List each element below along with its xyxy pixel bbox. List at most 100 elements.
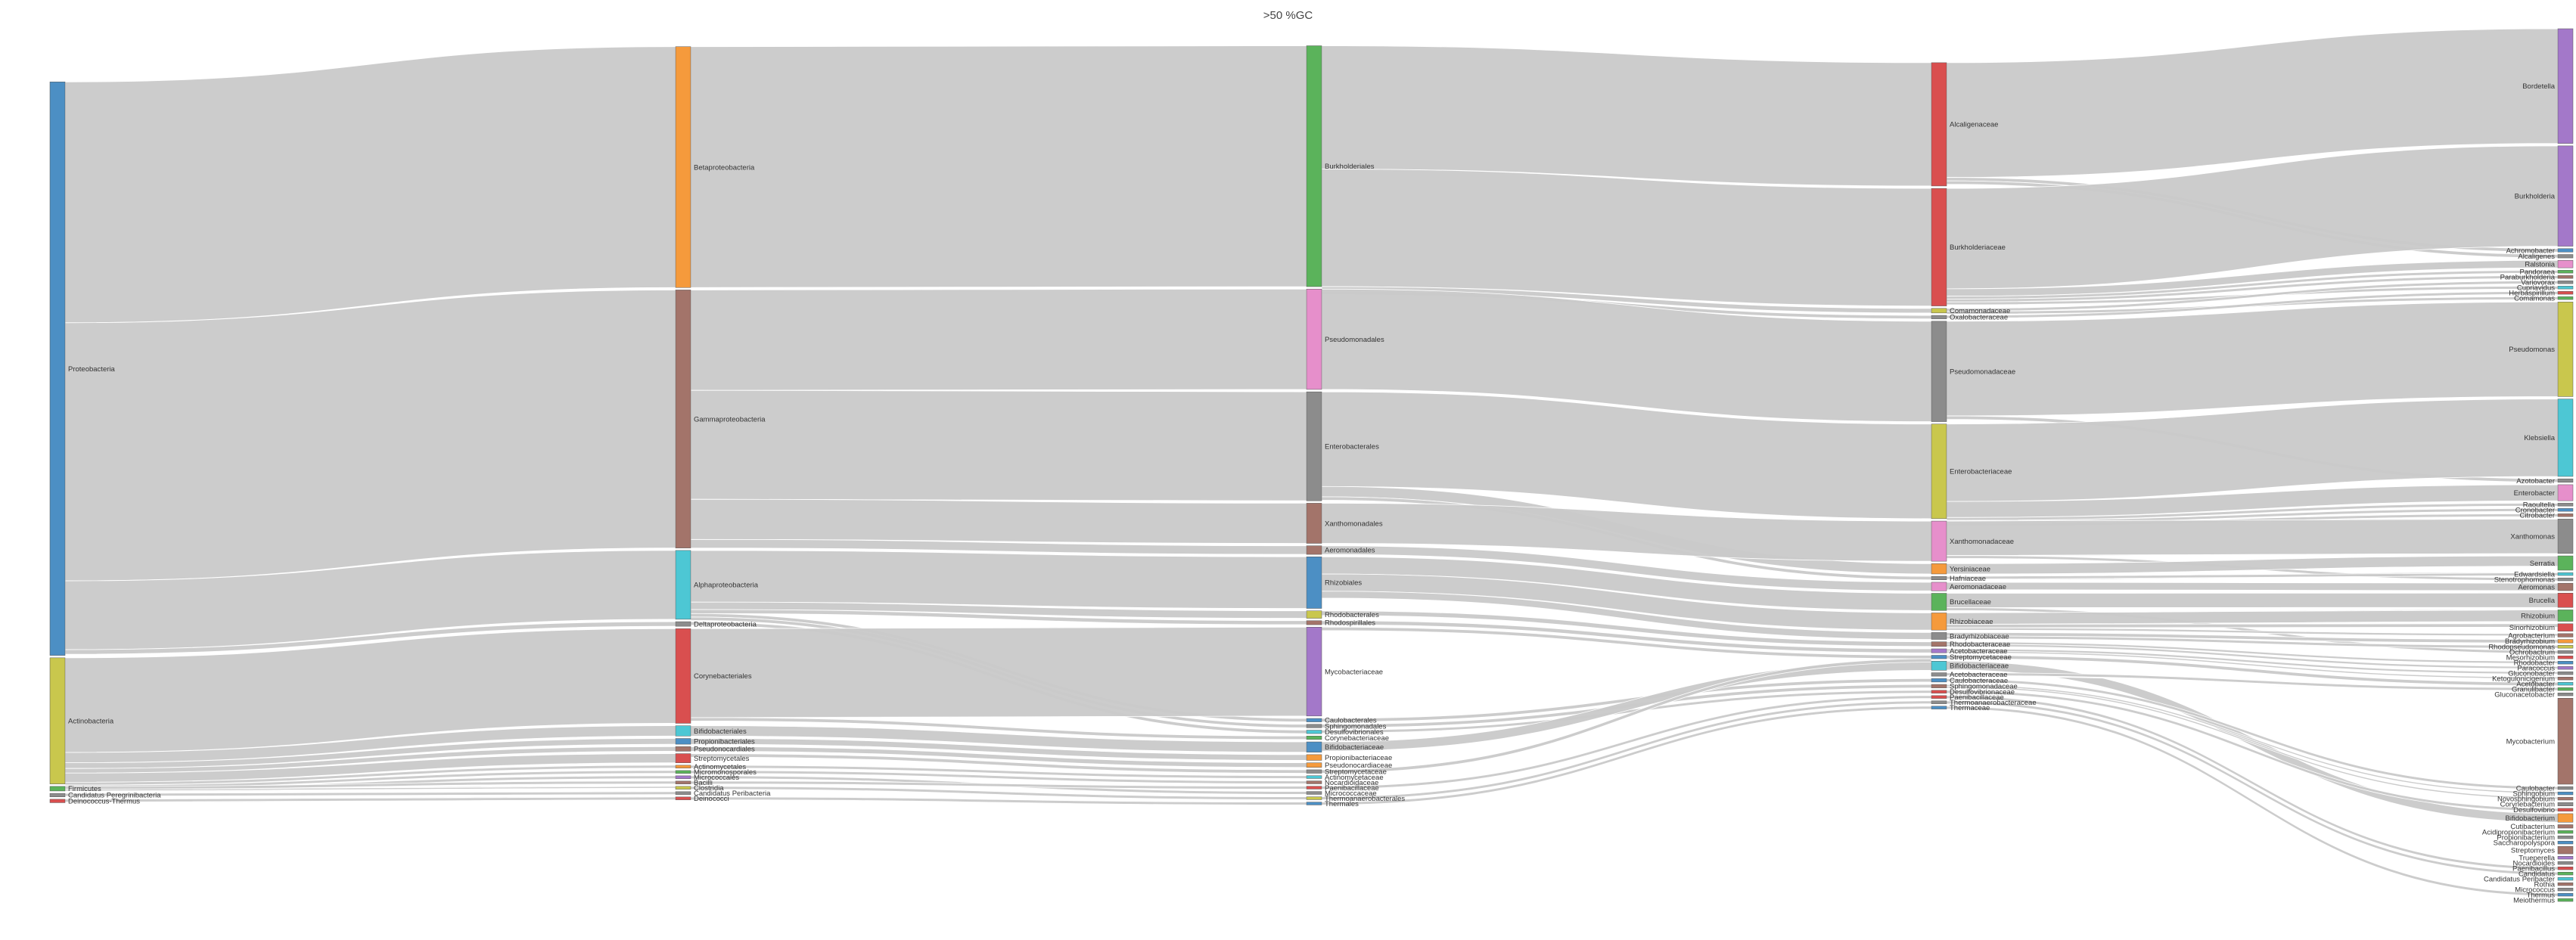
- sankey-node-label-4-50: Trueperella: [2519, 854, 2555, 862]
- sankey-node-1-14: [675, 791, 691, 795]
- sankey-link-3-6-18: [1946, 518, 2559, 556]
- sankey-node-label-2-15: Pseudonocardiaceae: [1325, 762, 1392, 770]
- sankey-node-label-4-19: Serratia: [2530, 560, 2556, 568]
- sankey-node-4-9: [2557, 291, 2574, 295]
- sankey-node-label-4-55: Rothia: [2534, 880, 2556, 889]
- sankey-node-label-4-44: Bifidobacterium: [2506, 814, 2556, 823]
- sankey-node-label-2-2: Enterobacterales: [1325, 442, 1379, 451]
- sankey-node-label-4-1: Burkholderia: [2515, 193, 2556, 201]
- sankey-node-4-3: [2557, 254, 2574, 259]
- sankey-node-4-2: [2557, 248, 2574, 253]
- sankey-node-label-4-24: Rhizobium: [2521, 612, 2555, 620]
- sankey-node-label-2-14: Propionibacteriaceae: [1325, 754, 1392, 762]
- sankey-node-2-4: [1306, 545, 1322, 555]
- sankey-node-1-15: [675, 796, 691, 800]
- sankey-node-label-1-10: Micromonosporales: [694, 768, 757, 777]
- sankey-node-label-4-58: Meiothermus: [2513, 896, 2555, 904]
- sankey-node-3-9: [1931, 582, 1947, 591]
- sankey-node-2-14: [1306, 754, 1322, 761]
- sankey-node-1-3: [675, 621, 691, 627]
- sankey-node-label-3-2: Comamonadaceae: [1950, 307, 2010, 315]
- sankey-node-label-4-4: Ralstonia: [2525, 261, 2555, 269]
- sankey-node-label-4-57: Thermus: [2527, 891, 2556, 899]
- sankey-node-label-2-3: Xanthomonadales: [1325, 520, 1383, 528]
- sankey-node-3-23: [1931, 706, 1947, 709]
- sankey-node-label-4-3: Alcaligenes: [2518, 253, 2555, 261]
- sankey-node-label-1-3: Deltaproteobacteria: [694, 620, 757, 628]
- sankey-node-4-48: [2557, 840, 2574, 845]
- sankey-node-1-8: [675, 753, 691, 763]
- sankey-node-4-8: [2557, 286, 2574, 290]
- sankey-node-4-38: [2557, 697, 2574, 785]
- sankey-node-4-24: [2557, 610, 2574, 622]
- sankey-node-1-4: [675, 628, 691, 724]
- sankey-node-label-4-52: Paenibacillus: [2512, 864, 2555, 873]
- sankey-node-4-36: [2557, 687, 2574, 691]
- sankey-link-1-1-3: [690, 498, 1307, 544]
- sankey-node-label-0-1: Actinobacteria: [68, 718, 114, 726]
- sankey-node-4-32: [2557, 666, 2574, 670]
- sankey-node-label-1-1: Gammaproteobacteria: [694, 415, 766, 423]
- sankey-node-3-15: [1931, 655, 1947, 659]
- sankey-node-4-49: [2557, 845, 2574, 855]
- sankey-node-label-4-37: Gluconacetobacter: [2494, 690, 2555, 699]
- sankey-node-label-3-4: Pseudomonadaceae: [1950, 368, 2015, 376]
- nodes-layer: ProteobacteriaActinobacteriaFirmicutesCa…: [49, 28, 2574, 904]
- sankey-node-label-4-14: Enterobacter: [2514, 489, 2555, 498]
- sankey-node-3-13: [1931, 641, 1947, 647]
- sankey-node-4-57: [2557, 892, 2574, 897]
- sankey-node-label-3-1: Burkholderiaceae: [1950, 244, 2006, 252]
- sankey-node-label-3-16: Bifidobacteriaceae: [1950, 662, 2009, 671]
- sankey-node-4-41: [2557, 796, 2574, 801]
- sankey-node-label-2-7: Rhodospirillales: [1325, 619, 1375, 628]
- sankey-node-label-0-4: Deinococcus-Thermus: [68, 797, 140, 805]
- sankey-node-4-43: [2557, 808, 2574, 811]
- sankey-node-3-4: [1931, 321, 1947, 422]
- sankey-node-label-4-10: Comamonas: [2514, 294, 2555, 302]
- sankey-node-4-6: [2557, 275, 2574, 279]
- sankey-node-label-3-15: Streptomycetaceae: [1950, 653, 2012, 662]
- sankey-node-0-1: [49, 657, 66, 784]
- sankey-node-3-11: [1931, 613, 1947, 631]
- sankey-node-label-3-3: Oxalobacteraceae: [1950, 314, 2008, 322]
- sankey-link-3-4-11: [1946, 301, 2559, 417]
- sankey-node-4-21: [2557, 577, 2574, 582]
- sankey-node-4-42: [2557, 802, 2574, 806]
- sankey-node-2-16: [1306, 769, 1322, 774]
- sankey-node-label-2-17: Actinomycetaceae: [1325, 774, 1384, 782]
- sankey-node-1-12: [675, 780, 691, 784]
- sankey-node-label-1-7: Pseudonocardiales: [694, 746, 755, 754]
- sankey-node-label-3-7: Yersiniaceae: [1950, 565, 1990, 573]
- sankey-node-4-15: [2557, 503, 2574, 507]
- sankey-node-label-1-8: Streptomycetales: [694, 755, 750, 763]
- sankey-node-label-1-9: Actinomycetales: [694, 763, 746, 771]
- sankey-node-label-2-21: Thermoanaerobacterales: [1325, 795, 1405, 803]
- sankey-node-label-4-35: Acetobacter: [2516, 680, 2555, 688]
- sankey-node-label-0-0: Proteobacteria: [68, 365, 116, 374]
- sankey-node-label-4-36: Granulibacter: [2512, 685, 2555, 693]
- sankey-node-label-4-13: Azotobacter: [2516, 477, 2555, 486]
- sankey-node-2-1: [1306, 288, 1322, 390]
- sankey-node-4-30: [2557, 656, 2574, 659]
- sankey-node-1-2: [675, 550, 691, 620]
- sankey-node-4-51: [2557, 861, 2574, 865]
- sankey-node-label-4-38: Mycobacterium: [2506, 737, 2555, 746]
- sankey-link-1-1-1: [690, 288, 1307, 391]
- sankey-node-4-29: [2557, 650, 2574, 654]
- sankey-node-label-4-30: Mesorhizobium: [2506, 654, 2555, 662]
- sankey-node-3-10: [1931, 593, 1947, 611]
- sankey-node-label-0-2: Firmicutes: [68, 785, 101, 793]
- sankey-link-3-10-23: [1946, 592, 2559, 608]
- sankey-node-4-25: [2557, 623, 2574, 631]
- sankey-node-4-31: [2557, 661, 2574, 665]
- sankey-link-3-15-35: [1946, 655, 2559, 687]
- sankey-node-label-4-43: Desulfovibrio: [2513, 806, 2555, 814]
- sankey-node-3-6: [1931, 520, 1947, 562]
- sankey-node-3-7: [1931, 563, 1947, 575]
- sankey-node-label-3-11: Rhizobiaceae: [1950, 618, 1993, 626]
- sankey-node-2-21: [1306, 796, 1322, 800]
- sankey-node-label-3-0: Alcaligenaceae: [1950, 121, 1998, 129]
- sankey-node-0-4: [49, 799, 66, 803]
- sankey-node-4-7: [2557, 281, 2574, 284]
